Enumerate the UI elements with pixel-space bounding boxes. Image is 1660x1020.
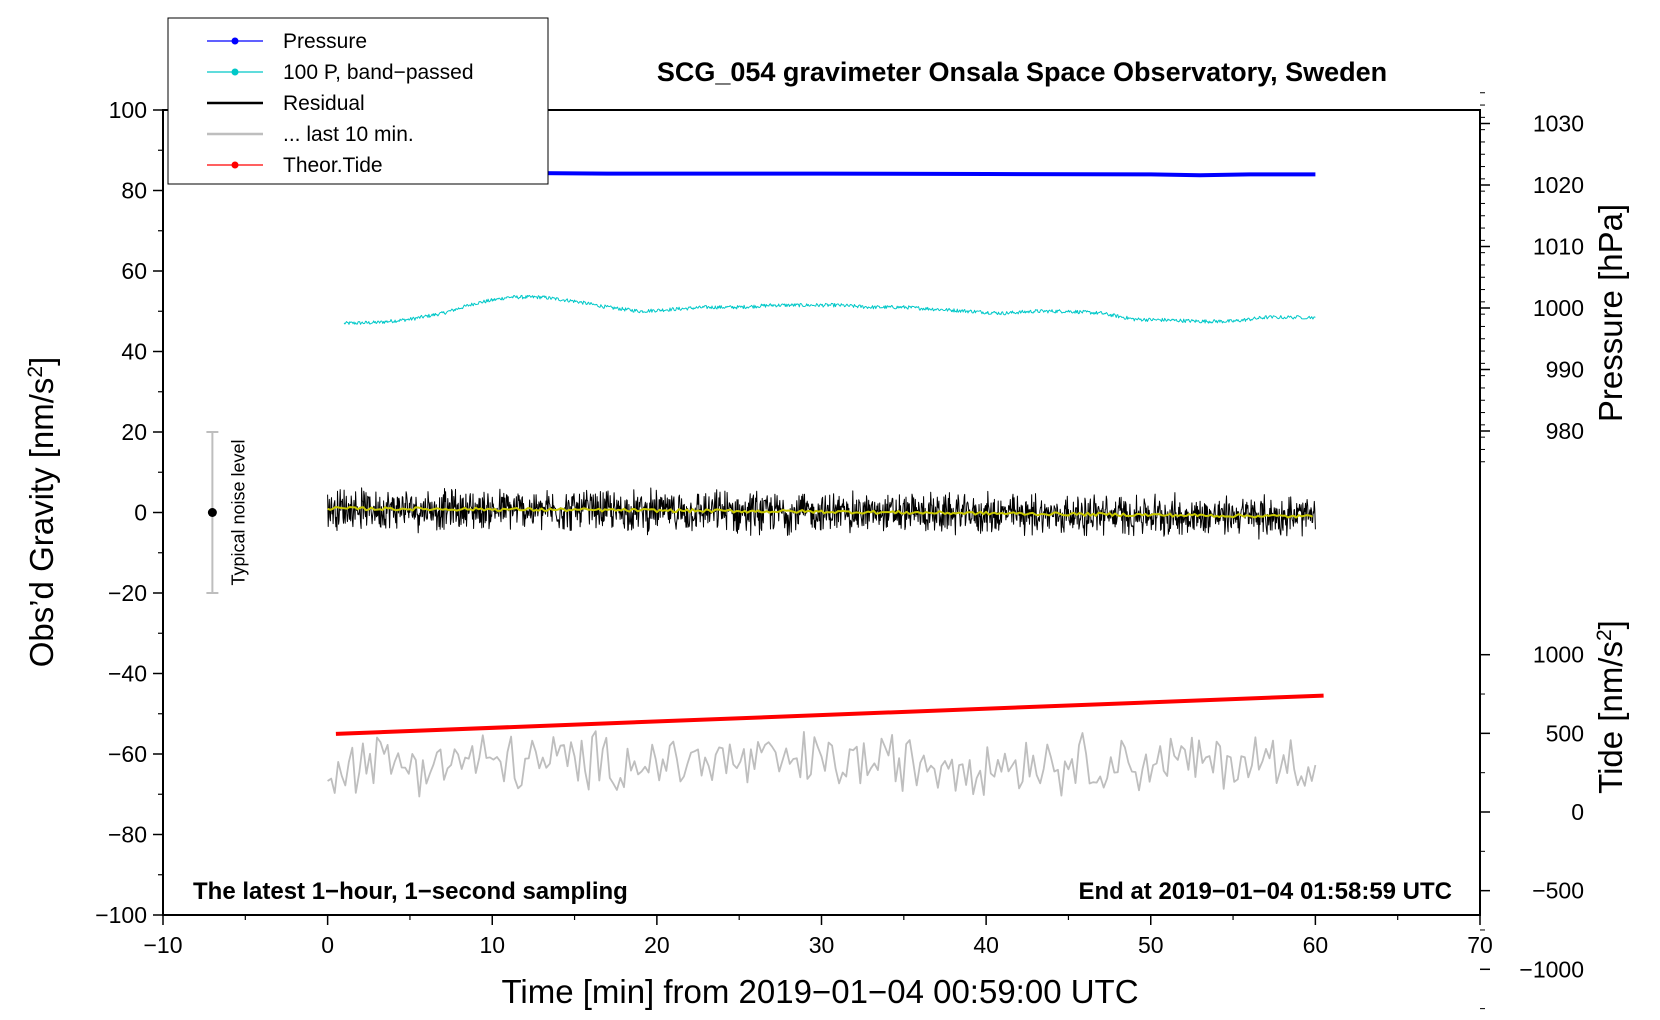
x-tick-label: 50: [1138, 932, 1164, 958]
legend: Pressure 100 P, band−passed Residual ... la…: [167, 17, 549, 185]
legend-label: Pressure: [283, 30, 367, 53]
pressure-tick-label: 1000: [1533, 295, 1584, 321]
data-series: [327, 170, 1324, 798]
y-axis-title-tide: Tide [nm/s2]: [1592, 620, 1629, 794]
x-tick-label: 20: [644, 932, 670, 958]
legend-label: Residual: [283, 92, 365, 115]
legend-label: 100 P, band−passed: [283, 61, 474, 84]
y-tick-label: 40: [121, 339, 147, 365]
y-tick-label: −100: [95, 902, 147, 928]
series-theor-tide: [335, 693, 1324, 736]
legend-label: ... last 10 min.: [283, 123, 414, 146]
y-tick-label: −80: [108, 822, 147, 848]
series-residual: [327, 487, 1316, 540]
y-axis-title-pressure: Pressure [hPa]: [1592, 204, 1629, 422]
pressure-tick-label: 980: [1546, 418, 1584, 444]
noise-bar-dot: [207, 508, 217, 517]
note-left: The latest 1−hour, 1−second sampling: [193, 878, 628, 905]
x-tick-label: 60: [1303, 932, 1329, 958]
y-tick-label: 100: [109, 97, 147, 123]
series-last-10-min: [327, 730, 1317, 798]
tide-tick-label: 1000: [1533, 642, 1584, 668]
y-tick-label: −20: [108, 580, 147, 606]
y-tick-label: 20: [121, 419, 147, 445]
x-axis-title: Time [min] from 2019−01−04 00:59:00 UTC: [501, 973, 1138, 1010]
tide-tick-label: 500: [1546, 720, 1584, 746]
y-tick-label: 0: [134, 500, 147, 526]
y-tick-label: 60: [121, 258, 147, 284]
x-tick-label: 0: [321, 932, 334, 958]
x-tick-label: 10: [479, 932, 505, 958]
y-axis-title-left: Obs’d Gravity [nm/s2]: [23, 357, 60, 668]
legend-marker: [231, 37, 239, 45]
y-tick-label: −40: [108, 661, 147, 687]
note-right: End at 2019−01−04 01:58:59 UTC: [1078, 878, 1452, 905]
pressure-tick-label: 1020: [1533, 172, 1584, 198]
noise-level-indicator: Typical noise level: [206, 431, 248, 594]
tide-tick-label: −1000: [1519, 956, 1584, 982]
tide-tick-label: 0: [1571, 799, 1584, 825]
x-tick-label: 40: [973, 932, 999, 958]
legend-marker: [231, 68, 239, 76]
y-tick-label: −60: [108, 741, 147, 767]
pressure-tick-label: 1010: [1533, 234, 1584, 260]
pressure-tick-label: 990: [1546, 357, 1584, 383]
chart-title: SCG_054 gravimeter Onsala Space Observat…: [657, 57, 1387, 87]
series-100-p-band-passed: [343, 294, 1316, 325]
axis-ticks: −10 0 10 20 30 40 50 60 70−100−80−60−40−20020406…: [95, 92, 1584, 1010]
legend-marker: [231, 161, 239, 169]
tide-tick-label: −500: [1532, 878, 1584, 904]
legend-label: Theor.Tide: [283, 154, 383, 177]
series-residual-smoothed: [327, 506, 1313, 519]
pressure-tick-label: 1030: [1533, 111, 1584, 137]
x-tick-label: 30: [809, 932, 835, 958]
noise-label: Typical noise level: [228, 439, 248, 585]
y-tick-label: 80: [121, 178, 147, 204]
legend-box: [167, 17, 549, 185]
x-tick-label: −10: [143, 932, 182, 958]
x-tick-label: 70: [1467, 932, 1493, 958]
